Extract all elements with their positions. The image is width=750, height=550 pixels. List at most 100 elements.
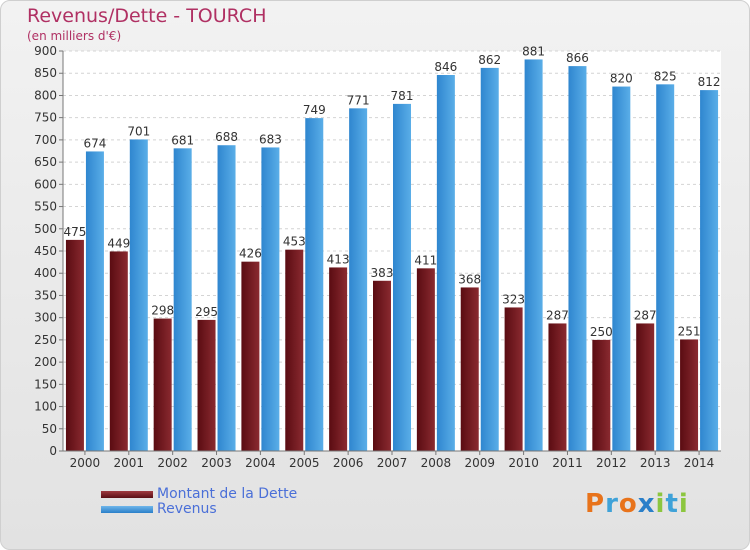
logo-letter: P bbox=[585, 489, 606, 519]
label-dette-2003: 295 bbox=[195, 305, 218, 319]
bar-revenus-2008 bbox=[436, 75, 455, 451]
label-revenus-2006: 771 bbox=[347, 93, 370, 107]
label-dette-2001: 449 bbox=[107, 236, 130, 250]
label-dette-2007: 383 bbox=[371, 266, 394, 280]
legend: Montant de la Dette Revenus bbox=[101, 487, 297, 517]
y-tick-label: 400 bbox=[34, 266, 57, 280]
bar-dette-2007 bbox=[373, 280, 391, 451]
label-revenus-2010: 881 bbox=[522, 44, 545, 58]
label-dette-2002: 298 bbox=[151, 304, 174, 318]
y-tick-label: 250 bbox=[34, 333, 57, 347]
bar-revenus-2011 bbox=[568, 66, 587, 451]
legend-label-dette: Montant de la Dette bbox=[157, 486, 298, 502]
legend-swatch-dette bbox=[101, 491, 153, 498]
bar-revenus-2006 bbox=[349, 108, 368, 451]
y-tick-label: 600 bbox=[34, 177, 57, 191]
legend-item-revenus: Revenus bbox=[101, 502, 297, 517]
bar-revenus-2001 bbox=[129, 139, 148, 451]
x-tick-label-2003: 2003 bbox=[201, 456, 232, 470]
bar-dette-2005 bbox=[285, 249, 304, 451]
y-tick-label: 350 bbox=[34, 288, 57, 302]
label-revenus-2005: 749 bbox=[303, 103, 326, 117]
legend-label-revenus: Revenus bbox=[157, 501, 217, 517]
label-revenus-2001: 701 bbox=[127, 124, 150, 138]
label-revenus-2011: 866 bbox=[566, 51, 589, 65]
label-revenus-2004: 683 bbox=[259, 132, 282, 146]
grid bbox=[63, 50, 721, 452]
label-dette-2008: 411 bbox=[414, 253, 437, 267]
label-revenus-2008: 846 bbox=[434, 60, 457, 74]
x-tick-label-2013: 2013 bbox=[640, 456, 671, 470]
y-tick-label: 500 bbox=[34, 222, 57, 236]
bar-dette-2009 bbox=[460, 287, 479, 451]
proxiti-logo: Proxiti bbox=[585, 489, 689, 519]
y-tick-label: 300 bbox=[34, 311, 57, 325]
bar-revenus-2007 bbox=[393, 103, 411, 451]
y-tick-label: 0 bbox=[49, 444, 57, 458]
label-revenus-2002: 681 bbox=[171, 133, 194, 147]
x-tick-label-2005: 2005 bbox=[289, 456, 320, 470]
logo-letter: x bbox=[637, 489, 656, 519]
bar-revenus-2013 bbox=[656, 84, 675, 451]
bar-revenus-2005 bbox=[305, 118, 324, 451]
label-dette-2004: 426 bbox=[239, 247, 262, 261]
bar-dette-2004 bbox=[241, 261, 260, 451]
bar-dette-2014 bbox=[680, 339, 699, 451]
bar-chart: 0 50 100 150 200 250 300 350 400 450 500 550 600 650 7… bbox=[34, 44, 721, 470]
y-tick-label: 450 bbox=[34, 244, 57, 258]
x-tick-label-2009: 2009 bbox=[464, 456, 495, 470]
bar-dette-2013 bbox=[636, 323, 655, 451]
chart-title: Revenus/Dette - TOURCH bbox=[27, 5, 267, 27]
y-tick-label: 100 bbox=[34, 400, 57, 414]
x-tick-label-2012: 2012 bbox=[596, 456, 627, 470]
bar-dette-2003 bbox=[197, 319, 216, 451]
logo-letter: o bbox=[618, 489, 638, 519]
bar-revenus-2014 bbox=[700, 90, 719, 451]
bar-dette-2006 bbox=[329, 267, 348, 451]
bar-dette-2000 bbox=[65, 239, 84, 451]
y-tick-label: 50 bbox=[42, 422, 57, 436]
axes: 0 50 100 150 200 250 300 350 400 450 500 550 600 650 7… bbox=[34, 44, 721, 470]
label-dette-2013: 287 bbox=[634, 308, 657, 322]
x-tick-label-2004: 2004 bbox=[245, 456, 276, 470]
label-revenus-2012: 820 bbox=[610, 72, 633, 86]
data-labels: 475 674 449 701 298 681 295 688 426 683 453 749 413 7… bbox=[63, 44, 720, 338]
label-revenus-2003: 688 bbox=[215, 130, 238, 144]
chart-subtitle: (en milliers d'€) bbox=[27, 29, 122, 43]
bar-dette-2011 bbox=[548, 323, 567, 451]
x-tick-label-2011: 2011 bbox=[552, 456, 583, 470]
x-tick-label-2002: 2002 bbox=[157, 456, 188, 470]
x-tick-label-2014: 2014 bbox=[684, 456, 715, 470]
label-revenus-2000: 674 bbox=[83, 136, 106, 150]
bars bbox=[65, 59, 719, 452]
label-revenus-2014: 812 bbox=[698, 75, 721, 89]
logo-letter: i bbox=[678, 489, 689, 519]
label-dette-2005: 453 bbox=[283, 235, 306, 249]
y-tick-label: 700 bbox=[34, 133, 57, 147]
y-tick-label: 900 bbox=[34, 44, 57, 58]
bar-revenus-2012 bbox=[612, 86, 631, 452]
label-dette-2009: 368 bbox=[458, 272, 481, 286]
bar-dette-2012 bbox=[592, 339, 611, 451]
label-revenus-2007: 781 bbox=[391, 89, 414, 103]
label-dette-2012: 250 bbox=[590, 325, 613, 339]
bar-revenus-2002 bbox=[173, 148, 192, 452]
label-dette-2010: 323 bbox=[502, 292, 525, 306]
x-tick-label-2010: 2010 bbox=[508, 456, 539, 470]
bar-revenus-2009 bbox=[480, 67, 499, 451]
label-dette-2000: 475 bbox=[63, 225, 86, 239]
y-tick-label: 750 bbox=[34, 111, 57, 125]
bar-dette-2001 bbox=[109, 251, 128, 451]
bar-dette-2010 bbox=[504, 307, 523, 451]
bar-revenus-2004 bbox=[261, 147, 280, 451]
y-tick-label: 850 bbox=[34, 66, 57, 80]
x-tick-label-2007: 2007 bbox=[377, 456, 408, 470]
x-tick-label-2001: 2001 bbox=[114, 456, 145, 470]
bar-revenus-2010 bbox=[524, 59, 543, 451]
y-tick-label: 200 bbox=[34, 355, 57, 369]
bar-revenus-2003 bbox=[217, 145, 236, 451]
bar-dette-2008 bbox=[416, 268, 435, 451]
y-tick-label: 800 bbox=[34, 88, 57, 102]
legend-item-dette: Montant de la Dette bbox=[101, 487, 297, 502]
